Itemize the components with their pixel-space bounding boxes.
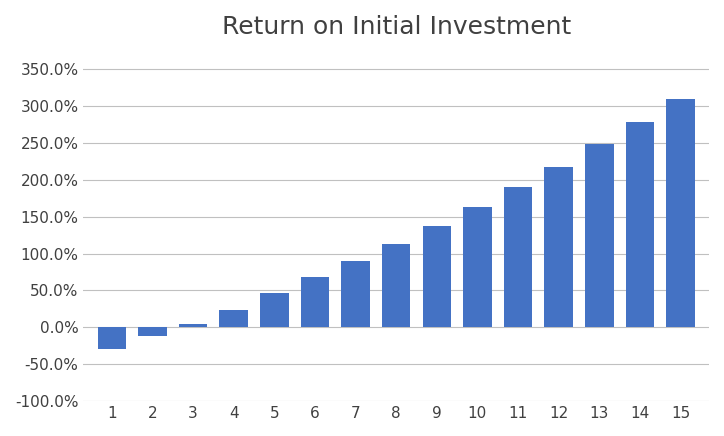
Bar	[179, 324, 207, 327]
Bar	[544, 167, 573, 327]
Title: Return on Initial Investment: Return on Initial Investment	[222, 15, 571, 39]
Bar	[463, 207, 492, 327]
Bar	[423, 226, 451, 327]
Bar	[98, 327, 126, 350]
Bar	[504, 187, 532, 327]
Bar	[382, 244, 411, 327]
Bar	[585, 144, 613, 327]
Bar	[341, 261, 370, 327]
Bar	[300, 277, 329, 327]
Bar	[666, 99, 695, 327]
Bar	[626, 122, 654, 327]
Bar	[260, 293, 289, 327]
Bar	[219, 310, 248, 327]
Bar	[138, 327, 167, 336]
